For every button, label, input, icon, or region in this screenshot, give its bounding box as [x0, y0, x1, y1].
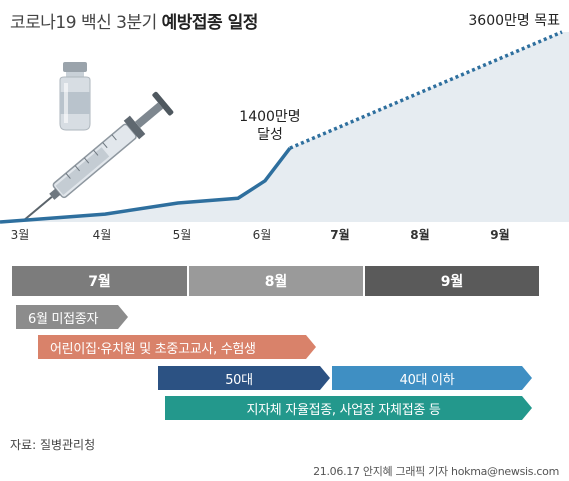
source-note: 자료: 질병관리청	[10, 438, 96, 452]
x-tick-label-3: 3월	[11, 228, 30, 242]
schedule-header-august: 8월	[189, 266, 363, 296]
x-tick-label-7: 7월	[330, 227, 349, 242]
title-part-2: 예방접종 일정	[161, 13, 259, 33]
annotation-14m-line2: 달성	[257, 127, 283, 143]
schedule-header-july: 7월	[12, 266, 187, 296]
schedule-bar-teachers-students: 어린이집·유치원 및 초중고교사, 수험생	[38, 335, 316, 359]
x-tick-label-8: 8월	[410, 227, 429, 242]
schedule-bar-june-unvaccinated: 6월 미접종자	[16, 305, 128, 329]
title-part-1: 코로나19 백신 3분기	[10, 13, 162, 33]
vial-icon	[59, 62, 91, 131]
annotation-14m-line1: 1400만명	[239, 109, 300, 125]
chart-area-fill	[0, 32, 569, 222]
x-tick-label-6: 6월	[253, 228, 272, 242]
credit-line: 21.06.17 안지혜 그래픽 기자 hokma@newsis.com	[313, 465, 559, 478]
x-tick-label-4: 4월	[93, 228, 112, 242]
annotation-36m-goal: 3600만명 목표	[468, 13, 560, 29]
schedule-bar-50s: 50대	[158, 366, 330, 390]
schedule-bar-local-workplace: 지자체 자율접종, 사업장 자체접종 등	[165, 396, 532, 420]
chart-title: 코로나19 백신 3분기 예방접종 일정	[10, 8, 258, 33]
schedule-bar-40s-under: 40대 이하	[332, 366, 532, 390]
series-solid-line	[0, 147, 292, 224]
x-tick-label-9: 9월	[490, 227, 509, 242]
x-tick-label-5: 5월	[173, 228, 192, 242]
schedule-header-september: 9월	[365, 266, 539, 296]
syringe-vial-icon	[22, 62, 174, 223]
syringe-icon	[22, 91, 174, 223]
series-dotted-line	[289, 30, 563, 150]
